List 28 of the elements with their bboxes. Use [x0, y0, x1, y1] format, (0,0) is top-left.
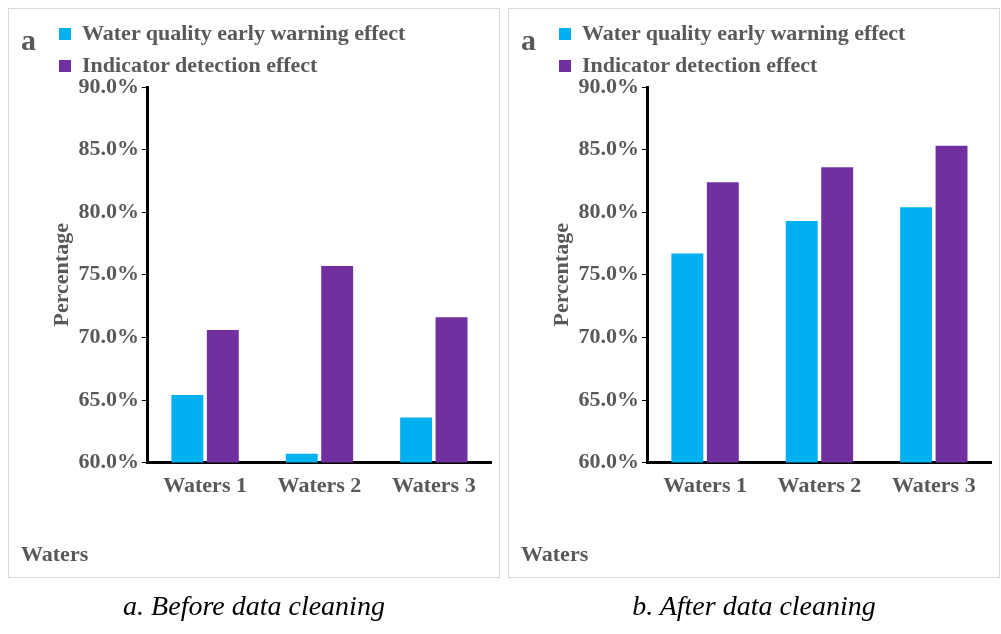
- y-tick-label: 85.0%: [78, 135, 139, 161]
- x-tick-label: Waters 3: [891, 472, 976, 498]
- text: a: [521, 23, 536, 57]
- x-axis-title: Waters: [521, 541, 589, 567]
- text: a: [21, 23, 36, 57]
- y-tick-label: 65.0%: [578, 385, 639, 411]
- y-tick-label: 75.0%: [78, 260, 139, 286]
- text: b. After data cleaning: [631, 590, 877, 622]
- x-axis-title: Waters: [21, 541, 89, 567]
- x-tick-label: Waters 1: [663, 472, 747, 498]
- x-tick-label: Waters 1: [163, 472, 247, 498]
- x-tick-label: Waters 3: [391, 472, 476, 498]
- y-tick-label: 65.0%: [78, 385, 139, 411]
- y-tick-label: 75.0%: [578, 260, 639, 286]
- y-tick-label: 85.0%: [578, 135, 639, 161]
- x-tick-label: Waters 2: [777, 472, 862, 498]
- y-tick-label: 70.0%: [578, 323, 639, 349]
- y-tick-label: 60.0%: [78, 448, 139, 474]
- x-tick-label: Waters 2: [277, 472, 362, 498]
- legend-label: Water quality early warning effect: [582, 19, 907, 45]
- y-tick-label: 80.0%: [578, 197, 639, 223]
- legend-label: Water quality early warning effect: [82, 19, 407, 45]
- text: a. Before data cleaning: [122, 590, 386, 622]
- y-tick-label: 60.0%: [578, 448, 639, 474]
- y-tick-label: 70.0%: [78, 323, 139, 349]
- y-axis-title: Percentage: [47, 222, 73, 327]
- y-tick-label: 80.0%: [78, 197, 139, 223]
- y-axis-title: Percentage: [547, 222, 573, 327]
